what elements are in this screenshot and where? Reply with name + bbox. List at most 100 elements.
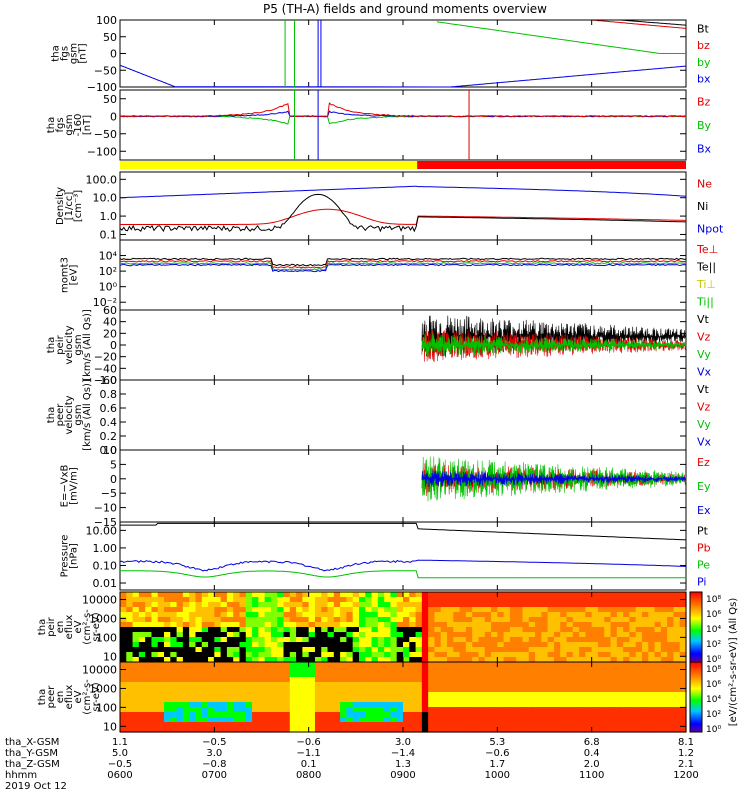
spectrogram-cell bbox=[591, 602, 599, 608]
spectrogram-cell bbox=[233, 677, 241, 683]
spectrogram-cell bbox=[233, 687, 241, 693]
spectrogram-cell bbox=[365, 597, 373, 603]
spectrogram-cell bbox=[635, 632, 643, 638]
spectrogram-cell bbox=[170, 717, 178, 723]
spectrogram-cell bbox=[321, 702, 329, 708]
spectrogram-cell bbox=[358, 667, 366, 673]
spectrogram-cell bbox=[252, 637, 259, 643]
y-axis-label-line: eV bbox=[73, 620, 84, 633]
spectrogram-cell bbox=[566, 677, 574, 683]
spectrogram-cell bbox=[409, 707, 417, 713]
spectrogram-cell bbox=[258, 632, 266, 638]
spectrogram-cell bbox=[566, 672, 574, 678]
spectrogram-cell bbox=[654, 642, 662, 648]
spectrogram-cell bbox=[220, 632, 228, 638]
spectrogram-cell bbox=[371, 622, 379, 628]
spectrogram-cell bbox=[591, 692, 599, 698]
spectrogram-cell bbox=[120, 712, 127, 718]
spectrogram-cell bbox=[226, 617, 234, 623]
spectrogram-cell bbox=[623, 602, 630, 608]
spectrogram-cell bbox=[245, 622, 253, 628]
spectrogram-cell bbox=[428, 697, 436, 703]
spectrogram-cell bbox=[673, 642, 681, 648]
spectrogram-cell bbox=[245, 717, 253, 723]
spectrogram-cell bbox=[264, 647, 272, 653]
spectrogram-cell bbox=[346, 717, 354, 723]
spectrogram-cell bbox=[654, 682, 662, 688]
spectrogram-cell bbox=[377, 652, 385, 658]
spectrogram-cell bbox=[522, 642, 530, 648]
spectrogram-cell bbox=[403, 727, 410, 733]
spectrogram-cell bbox=[245, 642, 253, 648]
spectrogram-cell bbox=[497, 702, 505, 708]
spectrogram-cell bbox=[635, 692, 643, 698]
spectrogram-cell bbox=[145, 632, 153, 638]
spectrogram-cell bbox=[547, 717, 555, 723]
spectrogram-cell bbox=[409, 697, 417, 703]
spectrogram-cell bbox=[566, 657, 574, 663]
spectrogram-cell bbox=[440, 722, 448, 728]
y-axis-label-line: en bbox=[55, 621, 66, 634]
spectrogram-cell bbox=[384, 722, 392, 728]
spectrogram-cell bbox=[560, 687, 568, 693]
spectrogram-cell bbox=[321, 622, 329, 628]
spectrogram-cell bbox=[138, 607, 146, 613]
spectrogram-cell bbox=[553, 707, 561, 713]
spectrogram-cell bbox=[151, 707, 159, 713]
spectrogram-cell bbox=[453, 682, 461, 688]
spectrogram-cell bbox=[403, 637, 410, 643]
spectrogram-cell bbox=[176, 717, 184, 723]
spectrogram-cell bbox=[302, 682, 310, 688]
spectrogram-cell bbox=[623, 627, 630, 633]
spectrogram-cell bbox=[484, 722, 492, 728]
spectrogram-cell bbox=[390, 617, 398, 623]
spectrogram-cell bbox=[465, 697, 473, 703]
spectrogram-cell bbox=[333, 652, 341, 658]
spectrogram-cell bbox=[289, 597, 297, 603]
spectrogram-cell bbox=[610, 637, 618, 643]
spectrogram-cell bbox=[195, 662, 203, 668]
spectrogram-cell bbox=[258, 697, 266, 703]
spectrogram-cell bbox=[629, 692, 637, 698]
spectrogram-cell bbox=[497, 667, 505, 673]
spectrogram-cell bbox=[264, 727, 272, 733]
spectrogram-cell bbox=[365, 702, 373, 708]
spectrogram-cell bbox=[283, 667, 291, 673]
spectrogram-cell bbox=[296, 617, 303, 623]
spectrogram-cell bbox=[484, 622, 492, 628]
spectrogram-cell bbox=[283, 697, 291, 703]
spectrogram-cell bbox=[459, 702, 467, 708]
spectrogram-cell bbox=[358, 727, 366, 733]
spectrogram-cell bbox=[277, 652, 285, 658]
spectrogram-cell bbox=[403, 672, 410, 678]
spectrogram-cell bbox=[377, 592, 385, 598]
spectrogram-cell bbox=[333, 717, 341, 723]
spectrogram-cell bbox=[296, 602, 303, 608]
spectrogram-cell bbox=[597, 637, 605, 643]
spectrogram-cell bbox=[403, 607, 410, 613]
y-axis-label-line: velocity bbox=[64, 395, 75, 434]
spectrogram-cell bbox=[428, 672, 436, 678]
spectrogram-cell bbox=[629, 602, 637, 608]
spectrogram-cell bbox=[572, 617, 580, 623]
spectrogram-cell bbox=[453, 722, 461, 728]
y-tick-label: 1000 bbox=[89, 682, 117, 695]
spectrogram-cell bbox=[497, 622, 505, 628]
spectrogram-cell bbox=[164, 722, 171, 728]
legend-pi: Pi bbox=[697, 576, 706, 589]
spectrogram-cell bbox=[641, 692, 649, 698]
spectrogram-cell bbox=[610, 707, 618, 713]
spectrogram-cell bbox=[390, 597, 398, 603]
spectrogram-cell bbox=[346, 672, 354, 678]
spectrogram-cell bbox=[170, 692, 178, 698]
spectrogram-cell bbox=[170, 657, 178, 663]
spectrogram-cell bbox=[553, 622, 561, 628]
spectrogram-cell bbox=[371, 677, 379, 683]
spectrogram-cell bbox=[321, 712, 329, 718]
spectrogram-cell bbox=[321, 617, 329, 623]
spectrogram-cell bbox=[516, 622, 524, 628]
spectrogram-cell bbox=[516, 682, 524, 688]
spectrogram-cell bbox=[547, 667, 555, 673]
spectrogram-cell bbox=[151, 662, 159, 668]
spectrogram-cell bbox=[522, 712, 530, 718]
